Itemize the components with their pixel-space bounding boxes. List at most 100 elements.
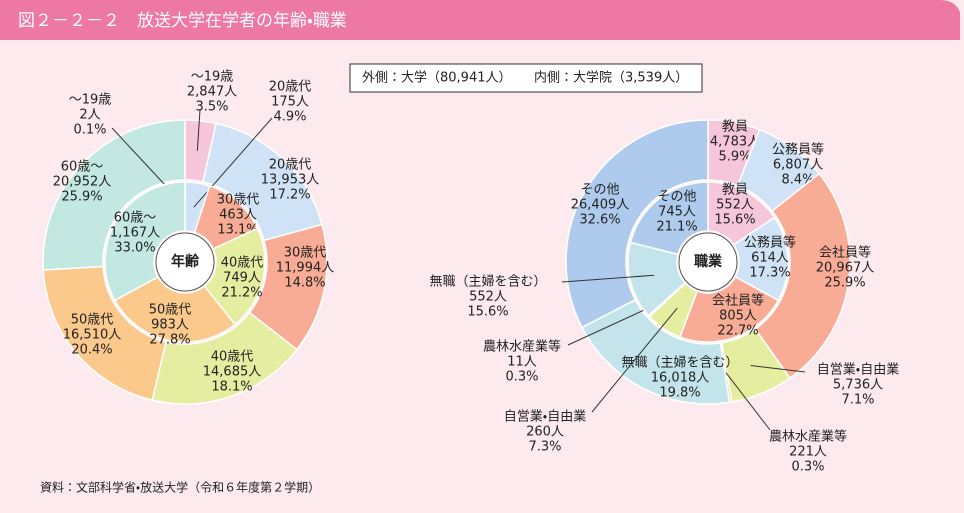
slice-category: 50歳代 (149, 303, 192, 318)
slice-value: 552人 (469, 290, 507, 305)
legend-box (349, 63, 703, 93)
slice-value: 13,953人 (261, 173, 320, 188)
donut-slice (629, 181, 709, 256)
slice-value: 11,994人 (276, 261, 335, 276)
slice-category: 40歳代 (211, 350, 254, 365)
slice-percent: 18.1% (211, 380, 252, 395)
slice-value: 749人 (223, 271, 261, 286)
donut-slice (754, 172, 851, 380)
leader-line (196, 109, 201, 151)
slice-value: 16,018人 (651, 371, 710, 386)
slice-value: 6,807人 (773, 158, 823, 173)
slice-value: 16,510人 (63, 328, 122, 343)
slice-category: 農林水産業等 (769, 429, 847, 445)
center-circle (155, 232, 215, 292)
donut-slice (42, 119, 186, 271)
slice-percent: 21.2% (221, 286, 262, 301)
slice-value: 463人 (219, 208, 257, 223)
slice-value: 552人 (716, 198, 754, 213)
slice-percent: 32.6% (579, 213, 620, 228)
slice-value: 20,952人 (53, 175, 112, 190)
slice-value: 2,847人 (187, 85, 237, 100)
donut-slice (203, 227, 266, 326)
donut-slice (104, 181, 186, 302)
slice-value: 805人 (719, 309, 757, 324)
slice-category: その他 (657, 190, 696, 205)
slice-value: 14,685人 (203, 365, 262, 380)
slice-category: 60歳～ (114, 211, 157, 226)
slice-percent: 0.3% (505, 370, 538, 385)
slice-percent: 17.3% (749, 266, 790, 281)
slice-category: 無職（主婦を含む） (429, 274, 546, 290)
slice-percent: 0.3% (791, 460, 824, 475)
slice-value: 4,783人 (710, 135, 760, 150)
slice-percent: 5.9% (718, 150, 751, 165)
slice-category: 教員 (722, 119, 748, 135)
slice-percent: 7.3% (528, 440, 561, 455)
slice-percent: 3.5% (195, 100, 228, 115)
slice-percent: 15.6% (714, 213, 755, 228)
slice-value: 26,409人 (571, 198, 630, 213)
header-title: 図２－２－２ 放送大学在学者の年齢・職業 (18, 11, 347, 31)
leader-line (561, 274, 655, 283)
slice-category: ～19歳 (191, 70, 234, 85)
donut-slice (113, 275, 237, 343)
slice-category: 20歳代 (269, 158, 312, 173)
slice-category: 会社員等 (712, 293, 764, 309)
leader-line (193, 117, 273, 208)
donut-slice (42, 265, 167, 402)
slice-category: 公務員等 (744, 235, 796, 251)
slice-percent: 14.8% (284, 276, 325, 291)
slice-percent: 25.9% (824, 276, 865, 291)
slice-value: 745人 (658, 205, 696, 220)
charts: ～19歳2,847人3.5%20歳代13,953人17.2%30歳代11,994… (42, 70, 899, 475)
center-label: 職業 (694, 253, 723, 270)
center-label: 年齢 (171, 253, 200, 270)
leader-line (591, 307, 678, 413)
slice-value: 11人 (507, 355, 537, 370)
slice-value: 2人 (79, 108, 100, 123)
slice-value: 260人 (526, 425, 564, 440)
donut-slice (565, 119, 709, 329)
slice-value: 1,167人 (110, 226, 160, 241)
slice-percent: 0.1% (73, 123, 106, 138)
slice-value: 983人 (151, 318, 189, 333)
slice-percent: 15.6% (467, 305, 508, 320)
donut-slice (679, 275, 780, 343)
slice-value: 221人 (789, 445, 827, 460)
slice-category: 農林水産業等 (483, 339, 561, 355)
leader-line (725, 372, 771, 431)
slice-category: 30歳代 (217, 193, 260, 208)
source-note: 資料：文部科学省・放送大学（令和６年度第２学期） (40, 480, 320, 495)
slice-percent: 21.1% (656, 220, 697, 235)
slice-category: 60歳～ (61, 160, 104, 175)
slice-category: 50歳代 (71, 313, 114, 328)
slice-value: 20,967人 (816, 261, 875, 276)
slice-percent: 33.0% (114, 241, 155, 256)
slice-percent: 25.9% (61, 190, 102, 205)
slice-percent: 7.1% (841, 393, 874, 408)
slice-category: その他 (580, 183, 619, 198)
slice-percent: 17.2% (269, 188, 310, 203)
center-circle (678, 232, 738, 292)
slice-category: 自営業・自由業 (817, 362, 899, 378)
slice-percent: 19.8% (659, 386, 700, 401)
slice-category: 教員 (722, 182, 748, 198)
slice-value: 614人 (751, 251, 789, 266)
slice-category: 公務員等 (772, 142, 824, 158)
leader-line (750, 365, 806, 373)
slice-category: 無職（主婦を含む） (621, 355, 738, 371)
slice-category: 40歳代 (221, 256, 264, 271)
legend-inner: 内側：大学院（3,539人） (534, 70, 688, 86)
slice-value: 5,736人 (833, 378, 883, 393)
slice-category: 会社員等 (819, 245, 871, 261)
slice-value: 175人 (271, 95, 309, 110)
legend-outer: 外側：大学（80,941人） (362, 70, 512, 86)
slice-category: 20歳代 (269, 80, 312, 95)
slice-category: 30歳代 (284, 246, 327, 261)
slice-category: ～19歳 (69, 93, 112, 108)
header-bar (0, 0, 960, 40)
slice-category: 自営業・自由業 (504, 409, 586, 425)
slice-percent: 22.7% (717, 324, 758, 339)
